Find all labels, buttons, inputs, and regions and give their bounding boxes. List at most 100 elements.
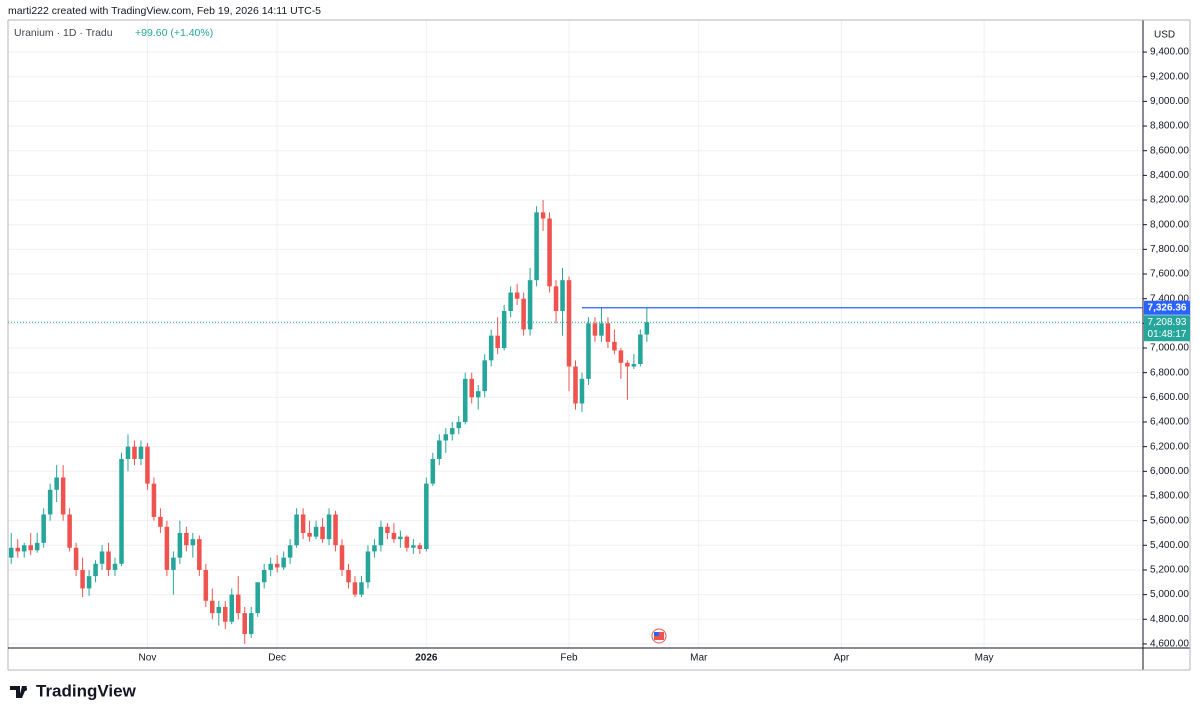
y-tick-label: 6,400.00 (1150, 417, 1189, 428)
candle-body (21, 545, 27, 552)
y-tick-label: 7,400.00 (1150, 293, 1189, 304)
candle-body (411, 545, 416, 548)
y-tick-label: 6,200.00 (1150, 441, 1189, 452)
candle-body (99, 551, 105, 564)
candle-body (495, 335, 500, 348)
candle-body (255, 582, 260, 614)
candle-body (398, 536, 403, 540)
candle-body (501, 311, 507, 348)
candle-body (287, 545, 293, 558)
candle-body (462, 378, 468, 422)
candle-body (618, 350, 624, 363)
candle-body (15, 547, 20, 552)
y-tick-label: 6,000.00 (1150, 466, 1189, 477)
y-tick-label: 8,400.00 (1150, 170, 1189, 181)
candle-body (560, 280, 565, 312)
candle-body (119, 458, 124, 564)
candle-body (171, 557, 176, 570)
candle-body (372, 545, 377, 552)
candle-body (592, 323, 598, 336)
candle-body (8, 547, 14, 558)
candle-body (638, 334, 643, 365)
candle-body (339, 545, 345, 570)
candle-body (391, 532, 397, 540)
y-tick-label: 8,800.00 (1150, 121, 1189, 132)
y-tick-label: 9,200.00 (1150, 71, 1189, 82)
candle-body (631, 364, 637, 367)
candle-body (352, 582, 358, 595)
x-tick-label: May (975, 653, 994, 664)
candle-body (28, 545, 33, 551)
candle-body (294, 514, 299, 546)
y-tick-label: 7,600.00 (1150, 269, 1189, 280)
candle-body (320, 526, 325, 540)
candle-body (385, 526, 390, 533)
y-tick-label: 9,400.00 (1150, 47, 1189, 58)
brand: TradingView (36, 681, 137, 700)
last-price-label-box (1144, 315, 1190, 342)
candle-body (34, 542, 40, 551)
candle-body (106, 551, 111, 570)
price-line-label: 7,326.36 (1148, 302, 1187, 313)
candle-body (203, 569, 209, 601)
x-tick-label: Apr (834, 653, 850, 664)
x-tick-label: Nov (139, 653, 157, 664)
candle-body (326, 514, 332, 540)
candle-body (527, 280, 533, 330)
candle-body (54, 477, 59, 490)
candle-body (210, 600, 215, 614)
candle-body (307, 532, 312, 537)
y-tick-label: 8,000.00 (1150, 219, 1189, 230)
candle-body (612, 341, 617, 351)
candle-body (229, 594, 235, 622)
currency: USD (1154, 30, 1175, 41)
candle-body (365, 551, 371, 583)
candle-body (430, 458, 436, 484)
candle-body (566, 280, 572, 367)
candle-body (235, 594, 241, 614)
candle-body (553, 286, 559, 312)
candle-body (93, 563, 98, 577)
candle-body (268, 563, 273, 570)
candle-body (132, 446, 137, 459)
candle-body (437, 440, 442, 459)
candle-body (605, 323, 611, 342)
candle-body (508, 292, 513, 312)
countdown: 01:48:17 (1148, 329, 1187, 340)
candle-body (450, 428, 455, 435)
candle-body (644, 322, 650, 335)
candle-body (540, 212, 546, 219)
grid (8, 20, 1143, 648)
candle-body (190, 539, 196, 546)
candle-body (73, 547, 79, 570)
candle-body (313, 526, 319, 537)
price-line-label-box (1144, 300, 1190, 315)
candle-body (86, 576, 92, 589)
plot (8, 200, 650, 644)
candle-body (177, 532, 183, 558)
candle-body (47, 489, 53, 515)
credit: marti222 created with TradingView.com, F… (8, 5, 321, 17)
y-tick-label: 4,600.00 (1150, 639, 1189, 650)
y-tick-label: 4,800.00 (1150, 614, 1189, 625)
y-tick-label: 6,600.00 (1150, 392, 1189, 403)
candle-body (145, 446, 150, 484)
y-tick-label: 5,400.00 (1150, 540, 1189, 551)
candle-body (346, 569, 351, 583)
candle-body (424, 483, 429, 549)
x-tick-label: Mar (690, 653, 708, 664)
candle-body (184, 532, 189, 546)
candle-body (333, 514, 338, 546)
candle-body (378, 526, 384, 546)
candle-body (125, 446, 131, 459)
candle-body (164, 526, 170, 570)
logo (10, 686, 27, 698)
candle-body (417, 545, 423, 549)
candle-body (443, 434, 449, 441)
candle-body (579, 378, 585, 404)
candle-body (521, 298, 526, 330)
candle-body (469, 378, 474, 398)
candle-body (67, 514, 72, 548)
candle-body (514, 292, 520, 299)
